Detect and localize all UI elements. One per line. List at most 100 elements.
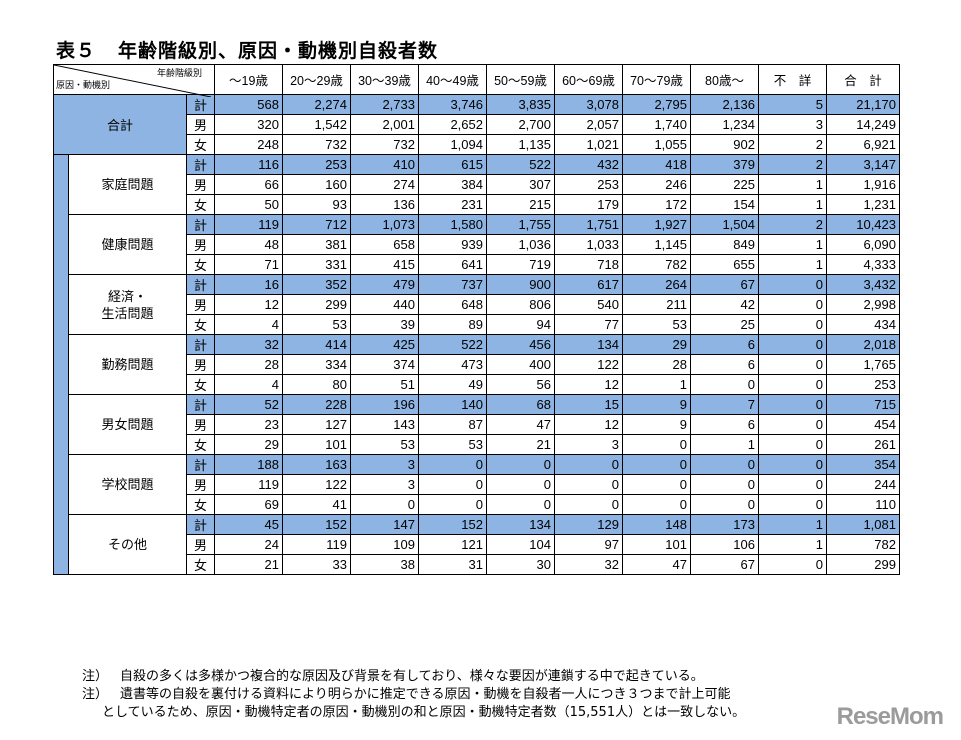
value-cell: 0 (486, 494, 555, 515)
value-cell: 122 (282, 474, 351, 495)
value-cell: 6 (690, 354, 759, 375)
sex-label-cell: 計 (186, 514, 215, 535)
value-cell: 69 (214, 494, 283, 515)
value-cell: 53 (282, 314, 351, 335)
value-cell: 0 (758, 314, 827, 335)
value-cell: 939 (418, 234, 487, 255)
diagonal-line (54, 65, 211, 97)
value-cell: 737 (418, 274, 487, 295)
sex-label-cell: 男 (186, 354, 215, 375)
value-cell: 152 (418, 514, 487, 535)
value-cell: 89 (418, 314, 487, 335)
value-cell: 56 (486, 374, 555, 395)
value-cell: 3 (350, 474, 419, 495)
value-cell: 134 (554, 334, 623, 355)
sex-label-cell: 計 (186, 394, 215, 415)
value-cell: 3,147 (826, 154, 900, 175)
column-header: 70～79歳 (622, 64, 691, 95)
value-cell: 48 (214, 234, 283, 255)
category-cell: 男女問題 (68, 394, 187, 455)
value-cell: 1,580 (418, 214, 487, 235)
value-cell: 261 (826, 434, 900, 455)
value-cell: 384 (418, 174, 487, 195)
table-row: 女 4 80 51 49 56 12 1 0 0 253 (54, 374, 900, 395)
table-row: 男女問題計 52 228 196 140 68 15 9 7 0 715 (54, 394, 900, 455)
sex-label-cell: 計 (186, 274, 215, 295)
value-cell: 196 (350, 394, 419, 415)
value-cell: 0 (554, 454, 623, 475)
value-cell: 28 (214, 354, 283, 375)
value-cell: 14,249 (826, 114, 900, 135)
sex-label-cell: 女 (186, 374, 215, 395)
value-cell: 122 (554, 354, 623, 375)
value-cell: 2 (758, 214, 827, 235)
column-header: 合 計 (826, 64, 900, 95)
value-cell: 0 (622, 474, 691, 495)
sex-label-cell: 女 (186, 194, 215, 215)
value-cell: 0 (758, 454, 827, 475)
value-cell: 188 (214, 454, 283, 475)
value-cell: 160 (282, 174, 351, 195)
value-cell: 0 (690, 454, 759, 475)
value-cell: 152 (282, 514, 351, 535)
value-cell: 52 (214, 394, 283, 415)
value-cell: 53 (418, 434, 487, 455)
value-cell: 1 (758, 174, 827, 195)
column-header: 30～39歳 (350, 64, 419, 95)
value-cell: 617 (554, 274, 623, 295)
value-cell: 1,135 (486, 134, 555, 155)
value-cell: 806 (486, 294, 555, 315)
value-cell: 418 (622, 154, 691, 175)
table-row: 勤務問題計 32 414 425 522 456 134 29 6 0 2,018 (54, 334, 900, 395)
value-cell: 0 (758, 354, 827, 375)
value-cell: 2,018 (826, 334, 900, 355)
value-cell: 49 (418, 374, 487, 395)
value-cell: 104 (486, 534, 555, 555)
value-cell: 1,740 (622, 114, 691, 135)
value-cell: 2,998 (826, 294, 900, 315)
category-cell: 健康問題 (68, 214, 187, 275)
value-cell: 12 (554, 414, 623, 435)
sex-label-cell: 男 (186, 294, 215, 315)
sex-label-cell: 男 (186, 234, 215, 255)
value-cell: 134 (486, 514, 555, 535)
value-cell: 9 (622, 394, 691, 415)
sex-label-cell: 計 (186, 94, 215, 115)
value-cell: 97 (554, 534, 623, 555)
value-cell: 179 (554, 194, 623, 215)
value-cell: 173 (690, 514, 759, 535)
value-cell: 3,432 (826, 274, 900, 295)
value-cell: 352 (282, 274, 351, 295)
sex-label-cell: 女 (186, 134, 215, 155)
value-cell: 6 (690, 334, 759, 355)
value-cell: 116 (214, 154, 283, 175)
value-cell: 211 (622, 294, 691, 315)
sex-label-cell: 計 (186, 154, 215, 175)
value-cell: 354 (826, 454, 900, 475)
value-cell: 94 (486, 314, 555, 335)
value-cell: 1,927 (622, 214, 691, 235)
value-cell: 47 (622, 554, 691, 575)
value-cell: 6,090 (826, 234, 900, 255)
value-cell: 568 (214, 94, 283, 115)
value-cell: 473 (418, 354, 487, 375)
value-cell: 1,542 (282, 114, 351, 135)
value-cell: 0 (622, 454, 691, 475)
footnotes: 注） 自殺の多くは多様かつ複合的な原因及び背景を有しており、様々な要因が連鎖する中… (82, 668, 745, 722)
value-cell: 1 (690, 434, 759, 455)
category-cell: 勤務問題 (68, 334, 187, 395)
table-row: 男 28 334 374 473 400 122 28 6 0 1,765 (54, 354, 900, 375)
value-cell: 1,765 (826, 354, 900, 375)
value-cell: 253 (554, 174, 623, 195)
value-cell: 127 (282, 414, 351, 435)
value-cell: 23 (214, 414, 283, 435)
age-group-axis-label: 年齢階級別 (156, 68, 202, 78)
value-cell: 0 (418, 494, 487, 515)
value-cell: 307 (486, 174, 555, 195)
table-row: その他計 45 152 147 152 134 129 148 173 1 1,081 (54, 514, 900, 575)
value-cell: 119 (282, 534, 351, 555)
value-cell: 41 (282, 494, 351, 515)
sex-label-cell: 女 (186, 434, 215, 455)
value-cell: 0 (418, 454, 487, 475)
value-cell: 4,333 (826, 254, 900, 275)
